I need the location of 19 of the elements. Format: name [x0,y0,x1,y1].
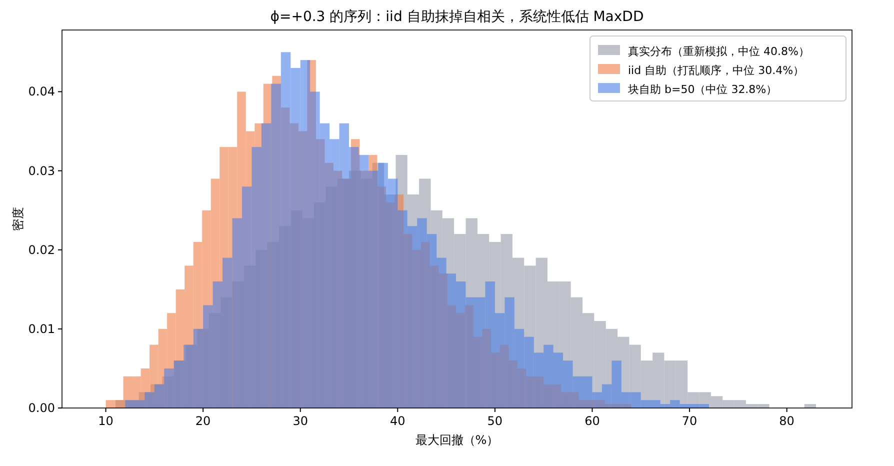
legend-label: 块自助 b=50（中位 32.8%） [627,83,778,96]
x-tick-label: 70 [682,414,698,428]
x-tick-label: 40 [390,414,406,428]
y-tick-label: 0.02 [28,242,55,257]
legend-label: iid 自助（打乱顺序，中位 30.4%） [628,64,804,77]
x-tick-label: 50 [487,414,503,428]
x-tick-label: 60 [584,414,600,428]
x-tick-label: 30 [292,414,308,428]
y-tick-label: 0.01 [28,322,55,336]
y-tick-label: 0.04 [28,84,55,99]
x-tick-label: 80 [779,414,794,428]
y-axis-title: 密度 [11,207,25,231]
y-tick-label: 0.03 [28,164,55,178]
x-axis-title: 最大回撤（%） [415,433,499,447]
x-tick-label: 10 [98,414,114,428]
legend-label: 真实分布（重新模拟，中位 40.8%） [628,45,810,58]
x-tick-label: 20 [195,414,211,428]
y-tick-label: 0.00 [28,401,55,415]
chart-title: ϕ=+0.3 的序列：iid 自助抹掉自相关，系统性低估 MaxDD [270,9,644,25]
